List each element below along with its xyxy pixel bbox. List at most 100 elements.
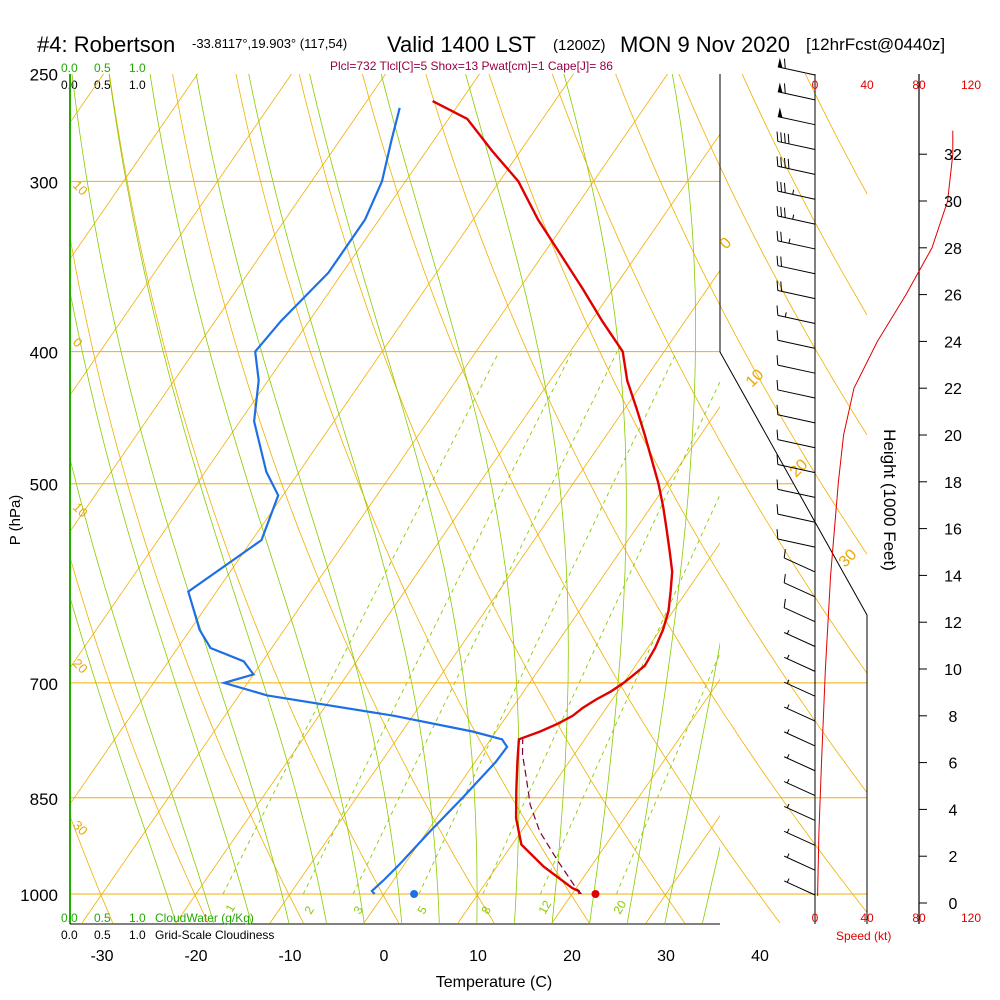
wind-barb-staff-24 — [777, 290, 816, 300]
wind-barb-half-9 — [786, 654, 790, 659]
wind-barb-14 — [776, 529, 816, 548]
wind-barb-4 — [783, 778, 816, 797]
wind-barb-full-28-1 — [780, 182, 783, 192]
wind-barb-28 — [776, 181, 816, 200]
wind-barb-staff-2 — [783, 830, 816, 846]
dry-adiabat-393 — [856, 49, 1000, 923]
wind-barb-half-0 — [786, 878, 790, 883]
wind-barb-full-14-0 — [776, 529, 779, 540]
moist-adiabat-12 — [309, 74, 478, 923]
forecast-label: [12hrFcst@0440z] — [806, 35, 945, 54]
wind-barb-8 — [783, 679, 816, 697]
wind-barb-11 — [783, 598, 816, 623]
moist-adiabat-8 — [248, 74, 440, 923]
parcel-line — [521, 739, 582, 895]
dewpoint-line — [187, 107, 509, 895]
height-tick-2: 2 — [949, 849, 958, 866]
wind-barb-full-11-0 — [783, 598, 786, 608]
wind-barb-full-12-0 — [783, 573, 786, 583]
wind-barb-half-4 — [786, 778, 790, 784]
wind-barb-staff-33 — [777, 66, 816, 76]
speed-axis-label: Speed (kt) — [836, 929, 891, 943]
pressure-tick-500: 500 — [30, 476, 58, 495]
dry-adiabat-243 — [70, 814, 114, 924]
wind-barb-12 — [783, 573, 816, 598]
temperature-axis: -30 -20 -10 0 10 20 30 40 — [90, 948, 769, 965]
temp-tick--20: -20 — [184, 948, 207, 965]
surface-temp-dot — [591, 890, 600, 898]
cloudwater-label: CloudWater (g/Kg) — [155, 911, 254, 925]
height-tick-28: 28 — [944, 241, 962, 258]
wind-barb-full-15-0 — [776, 504, 779, 515]
wind-barb-full-30-1 — [780, 132, 783, 143]
cloud-bottom-green-0: 0.0 — [61, 911, 78, 925]
wind-barb-staff-9 — [783, 656, 816, 672]
dry-adiabat-283 — [172, 74, 495, 924]
wind-barb-staff-31 — [777, 116, 816, 126]
wind-speed-line — [817, 130, 954, 897]
isotherm-0 — [363, 406, 720, 924]
moist-adiabat-4 — [195, 74, 403, 923]
wind-barb-staff-22 — [777, 339, 816, 349]
wind-barb-full-21-0 — [776, 355, 779, 366]
wind-barb-staff-7 — [783, 706, 816, 722]
wind-barb-full-23-0 — [776, 305, 779, 316]
temp-tick-10: 10 — [469, 948, 487, 965]
height-tick-0: 0 — [949, 896, 958, 913]
mix-label-5: 5 — [414, 903, 430, 916]
wind-barb-21 — [776, 355, 816, 374]
temp-tick--10: -10 — [278, 948, 301, 965]
wind-barb-25 — [776, 255, 816, 275]
wind-barb-full-33-2 — [783, 58, 786, 69]
height-tick-26: 26 — [944, 288, 962, 305]
height-tick-30: 30 — [944, 194, 962, 211]
wind-barb-half-10 — [786, 629, 790, 635]
wind-barb-half-1 — [786, 853, 790, 858]
speed-tick-top-80: 80 — [912, 78, 926, 92]
cloudiness-label: Grid-Scale Cloudiness — [155, 928, 274, 942]
height-tick-18: 18 — [944, 475, 962, 492]
height-tick-8: 8 — [949, 709, 958, 726]
dry-adiabat-323 — [425, 74, 867, 914]
cloud-scale-bottom: 0.0 0.5 1.0 CloudWater (g/Kg) 0.0 0.5 1.… — [61, 911, 274, 942]
wind-barb-3 — [783, 803, 816, 821]
mixing-ratio-20 — [615, 652, 720, 895]
wind-barb-full-22-0 — [776, 330, 779, 341]
isotherm--10 — [269, 269, 720, 924]
wind-barb-staff-28 — [777, 190, 816, 200]
isotherm--20 — [175, 133, 720, 924]
wind-barb-full-30-0 — [776, 131, 779, 142]
mix-label-12: 12 — [535, 898, 554, 917]
wind-barb-9 — [783, 654, 816, 672]
wind-barb-staff-6 — [783, 731, 816, 747]
wind-barb-staff-1 — [783, 855, 816, 871]
dry-adiabat-363 — [678, 74, 867, 436]
isotherm-lines — [70, 74, 720, 924]
wind-barb-staff-17 — [777, 463, 816, 474]
height-tick-20: 20 — [944, 428, 962, 445]
wind-barb-full-29-3 — [787, 158, 790, 169]
cloud-top-green-2: 1.0 — [129, 61, 146, 75]
isotherm--40 — [70, 74, 575, 805]
wind-barb-full-28-0 — [776, 181, 779, 192]
temp-tick-40: 40 — [751, 948, 769, 965]
wind-barb-20 — [776, 379, 816, 399]
wind-barb-16 — [776, 479, 816, 498]
height-tick-10: 10 — [944, 662, 962, 679]
wind-barb-half-2 — [786, 828, 790, 833]
moist-label-30: 30 — [836, 546, 861, 571]
isotherm--30 — [81, 74, 669, 924]
height-tick-16: 16 — [944, 522, 962, 539]
moist-adiabat-lines — [70, 74, 720, 924]
wind-barb-staff-10 — [783, 632, 816, 647]
moist-adiabat-32 — [664, 641, 720, 923]
wind-barb-staff-23 — [777, 314, 816, 324]
wind-barb-31 — [777, 107, 816, 126]
wind-barb-half-6 — [786, 729, 790, 734]
dry-adiabat-313 — [362, 74, 781, 924]
wind-barb-23 — [776, 305, 816, 324]
wind-barb-staff-4 — [783, 781, 816, 797]
dry-adiabat-343 — [551, 74, 867, 674]
wind-barb-1 — [783, 853, 816, 871]
moist-adiabat-16 — [380, 74, 520, 923]
